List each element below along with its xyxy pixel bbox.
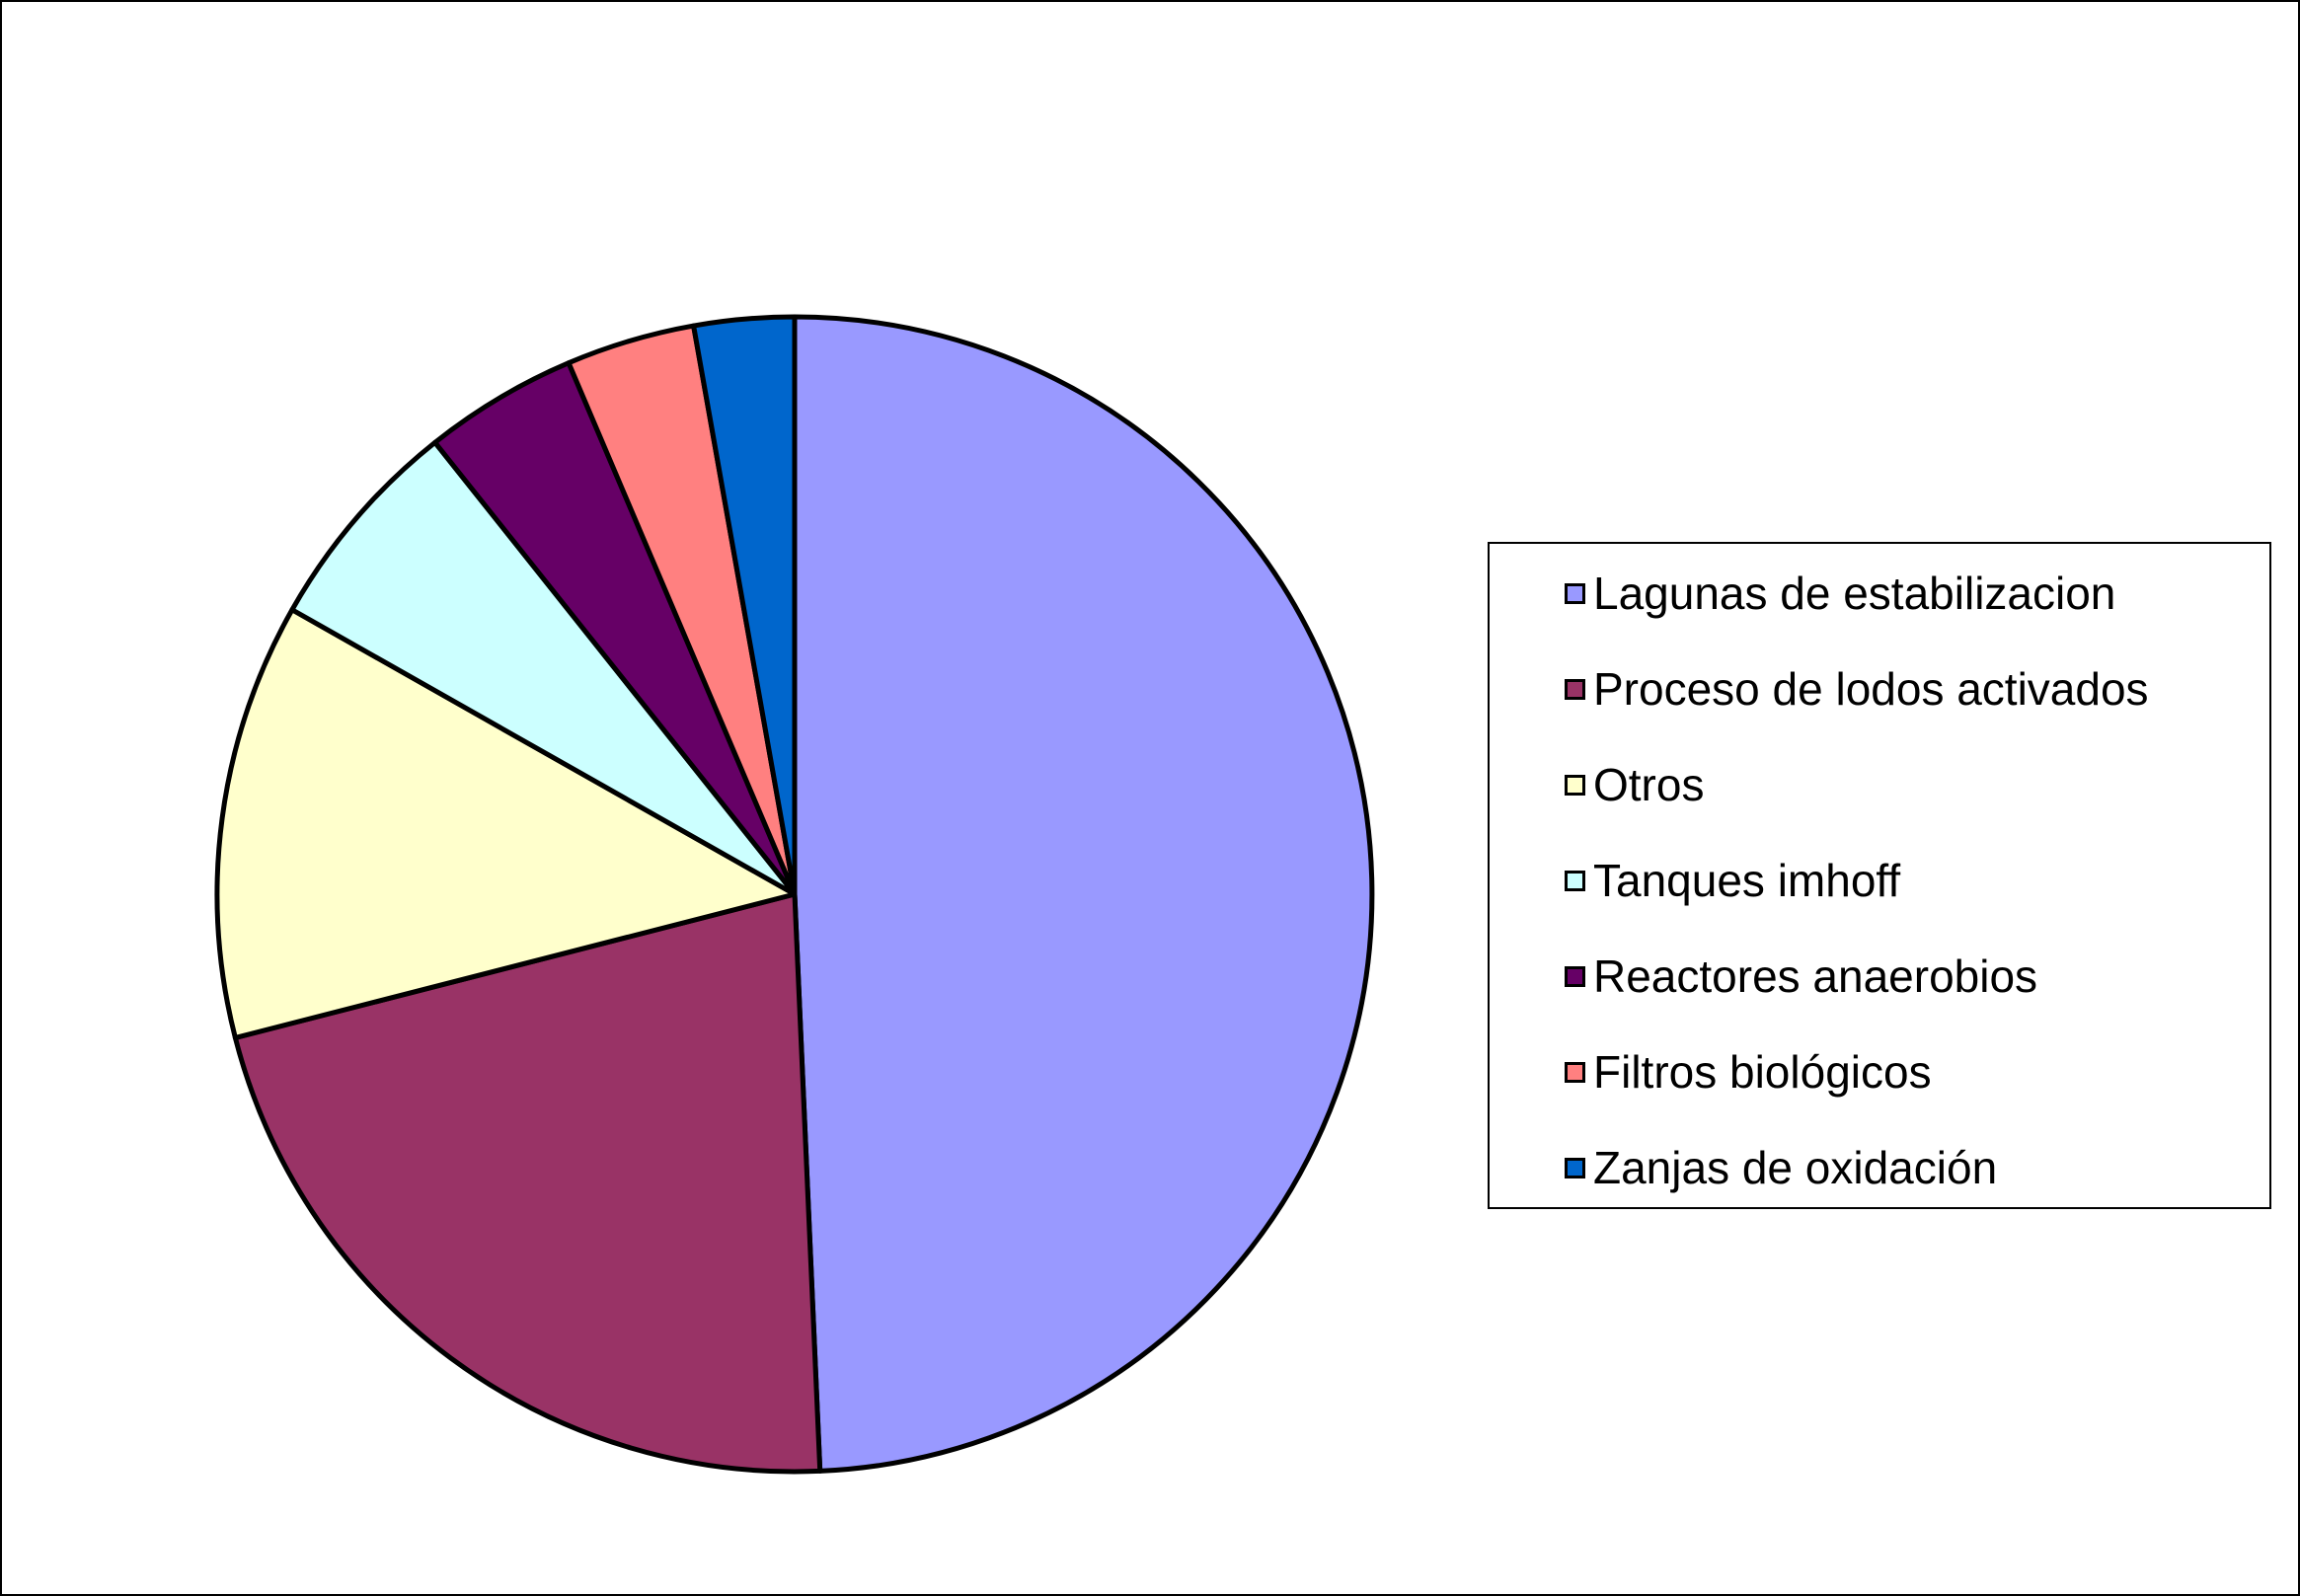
legend-item: Tanques imhoff [1565,855,1901,906]
pie-slice [691,314,798,897]
legend-label: Tanques imhoff [1593,855,1901,906]
legend-swatch [1565,1157,1585,1178]
legend-label: Filtros biológicos [1593,1046,1932,1098]
pie-slices [214,314,1375,1475]
legend: Lagunas de estabilizacion Proceso de lod… [1488,542,2271,1209]
legend-item: Otros [1565,759,1705,810]
pie-slice [289,439,798,897]
legend-item: Reactores anaerobios [1565,950,2038,1002]
legend-swatch [1565,870,1585,891]
pie-slice [232,891,823,1475]
legend-swatch [1565,774,1585,796]
pie-slice [214,607,798,1040]
legend-label: Proceso de lodos activados [1593,663,2149,715]
legend-swatch [1565,1061,1585,1083]
legend-label: Zanjas de oxidación [1593,1142,1998,1193]
legend-label: Reactores anaerobios [1593,950,2038,1002]
legend-label: Lagunas de estabilizacion [1593,568,2116,619]
legend-item: Lagunas de estabilizacion [1565,568,2116,619]
legend-swatch [1565,582,1585,604]
legend-item: Zanjas de oxidación [1565,1142,1998,1193]
legend-label: Otros [1593,759,1705,810]
legend-swatch [1565,965,1585,987]
legend-item: Proceso de lodos activados [1565,663,2149,715]
pie-slice [792,314,1375,1474]
legend-item: Filtros biológicos [1565,1046,1932,1098]
legend-swatch [1565,678,1585,700]
